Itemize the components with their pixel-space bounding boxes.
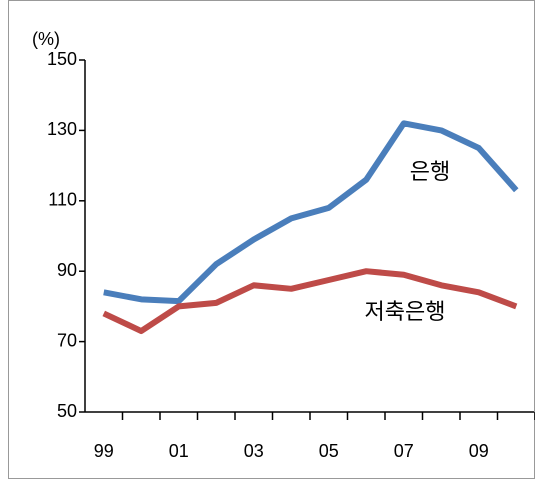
y-tick-label: 90 <box>57 260 77 280</box>
x-tick-label: 01 <box>169 441 189 461</box>
frame <box>8 0 535 479</box>
y-tick-label: 110 <box>48 190 77 210</box>
x-tick-label: 03 <box>244 441 264 461</box>
x-tick-label: 07 <box>394 441 414 461</box>
series-name: 은행 <box>410 159 450 184</box>
line <box>102 268 518 335</box>
y-axis-label: (%) <box>32 29 60 49</box>
y-tick-label: 150 <box>47 49 77 69</box>
series-name: 저축은행 <box>365 299 446 324</box>
x-tick-label: 99 <box>94 441 114 461</box>
line <box>103 120 519 305</box>
y-tick-label: 130 <box>47 119 77 139</box>
y-tick-label: 70 <box>57 330 77 350</box>
x-tick-label: 05 <box>319 441 339 461</box>
x-tick-label: 09 <box>469 441 489 461</box>
y-tick-label: 50 <box>57 401 77 421</box>
